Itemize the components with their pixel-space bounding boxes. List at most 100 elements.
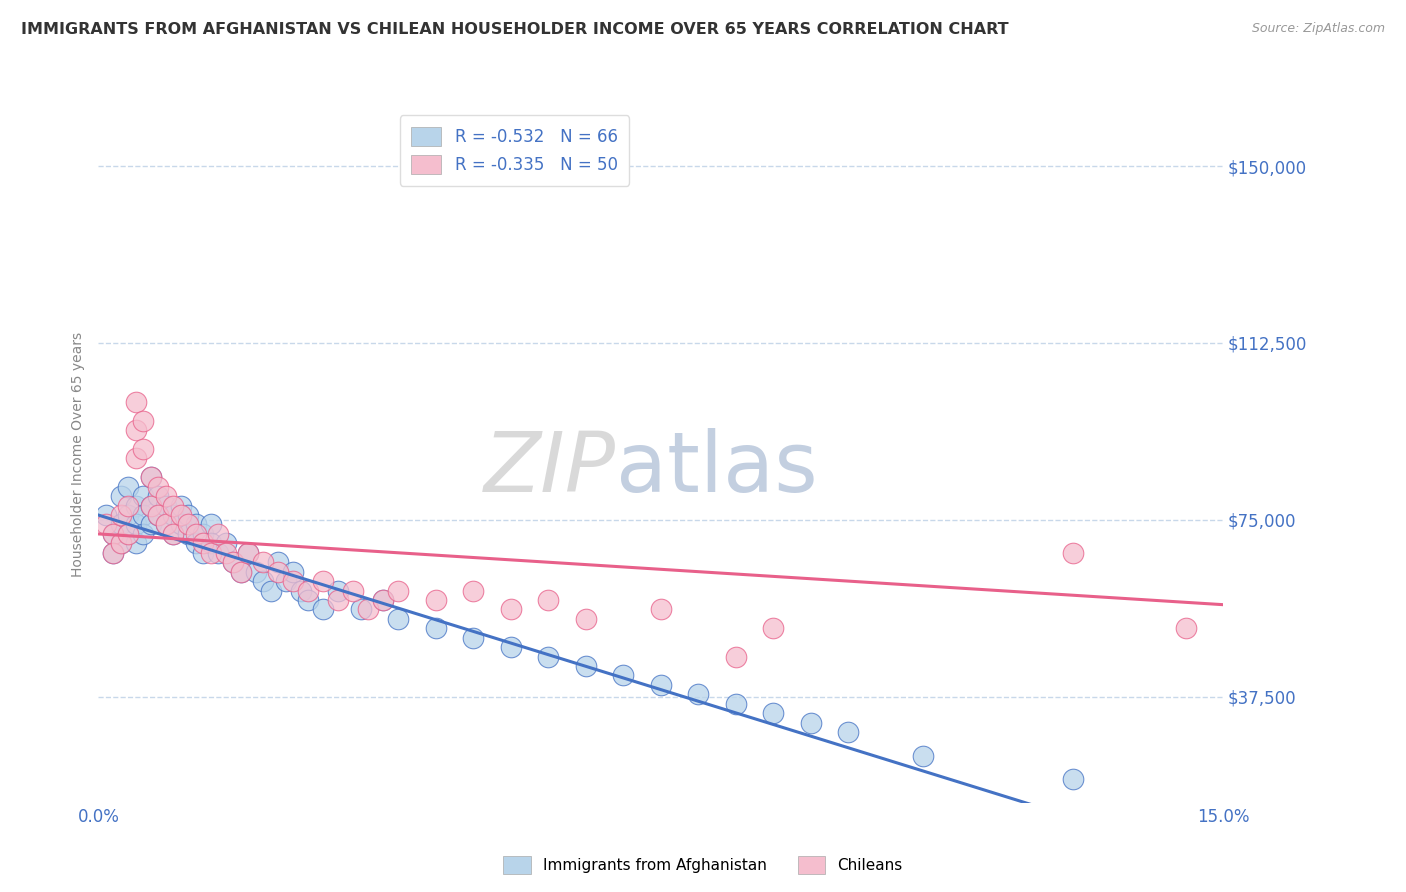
Point: [297, 593, 319, 607]
Point: [139, 470, 162, 484]
Point: [229, 565, 252, 579]
Point: [200, 546, 222, 560]
Point: [155, 517, 177, 532]
Point: [110, 508, 132, 522]
Point: [110, 536, 132, 550]
Point: [94, 508, 117, 522]
Text: atlas: atlas: [616, 428, 817, 509]
Point: [200, 517, 222, 532]
Point: [1174, 621, 1197, 635]
Point: [148, 480, 170, 494]
Point: [688, 687, 710, 701]
Point: [267, 565, 290, 579]
Point: [222, 555, 245, 569]
Legend: R = -0.532   N = 66, R = -0.335   N = 50: R = -0.532 N = 66, R = -0.335 N = 50: [399, 115, 630, 186]
Point: [132, 414, 155, 428]
Point: [328, 583, 350, 598]
Text: Source: ZipAtlas.com: Source: ZipAtlas.com: [1251, 22, 1385, 36]
Point: [650, 678, 672, 692]
Point: [177, 517, 200, 532]
Point: [117, 508, 139, 522]
Point: [103, 527, 125, 541]
Point: [357, 602, 380, 616]
Point: [200, 536, 222, 550]
Point: [117, 499, 139, 513]
Point: [912, 748, 935, 763]
Point: [297, 583, 319, 598]
Point: [193, 536, 215, 550]
Point: [499, 640, 522, 654]
Point: [575, 659, 598, 673]
Point: [125, 423, 148, 437]
Point: [103, 527, 125, 541]
Point: [162, 527, 184, 541]
Point: [132, 527, 155, 541]
Point: [110, 536, 132, 550]
Point: [132, 442, 155, 456]
Point: [215, 536, 238, 550]
Point: [94, 517, 117, 532]
Point: [177, 527, 200, 541]
Point: [155, 489, 177, 503]
Point: [575, 612, 598, 626]
Point: [148, 508, 170, 522]
Point: [800, 715, 823, 730]
Point: [139, 517, 162, 532]
Point: [762, 621, 785, 635]
Point: [837, 725, 859, 739]
Point: [342, 583, 364, 598]
Legend: Immigrants from Afghanistan, Chileans: Immigrants from Afghanistan, Chileans: [498, 850, 908, 880]
Point: [222, 555, 245, 569]
Point: [103, 546, 125, 560]
Point: [155, 517, 177, 532]
Point: [328, 593, 350, 607]
Text: IMMIGRANTS FROM AFGHANISTAN VS CHILEAN HOUSEHOLDER INCOME OVER 65 YEARS CORRELAT: IMMIGRANTS FROM AFGHANISTAN VS CHILEAN H…: [21, 22, 1008, 37]
Point: [283, 565, 305, 579]
Point: [103, 546, 125, 560]
Point: [724, 649, 747, 664]
Point: [238, 546, 260, 560]
Point: [125, 536, 148, 550]
Point: [425, 593, 447, 607]
Point: [139, 470, 162, 484]
Point: [117, 527, 139, 541]
Point: [184, 536, 207, 550]
Point: [252, 555, 274, 569]
Point: [132, 489, 155, 503]
Point: [139, 499, 162, 513]
Point: [274, 574, 297, 588]
Point: [170, 517, 193, 532]
Point: [312, 574, 335, 588]
Point: [148, 489, 170, 503]
Point: [162, 527, 184, 541]
Y-axis label: Householder Income Over 65 years: Householder Income Over 65 years: [70, 333, 84, 577]
Point: [267, 555, 290, 569]
Point: [373, 593, 395, 607]
Point: [229, 565, 252, 579]
Point: [762, 706, 785, 721]
Point: [170, 508, 193, 522]
Point: [177, 508, 200, 522]
Point: [650, 602, 672, 616]
Point: [1062, 772, 1084, 787]
Point: [155, 499, 177, 513]
Point: [207, 546, 229, 560]
Point: [260, 583, 283, 598]
Point: [537, 649, 560, 664]
Point: [245, 565, 267, 579]
Point: [387, 583, 409, 598]
Point: [125, 499, 148, 513]
Point: [499, 602, 522, 616]
Point: [463, 631, 485, 645]
Point: [350, 602, 373, 616]
Point: [612, 668, 634, 682]
Point: [387, 612, 409, 626]
Point: [290, 583, 312, 598]
Point: [170, 499, 193, 513]
Point: [162, 499, 184, 513]
Point: [283, 574, 305, 588]
Point: [215, 546, 238, 560]
Point: [184, 517, 207, 532]
Point: [110, 517, 132, 532]
Point: [238, 546, 260, 560]
